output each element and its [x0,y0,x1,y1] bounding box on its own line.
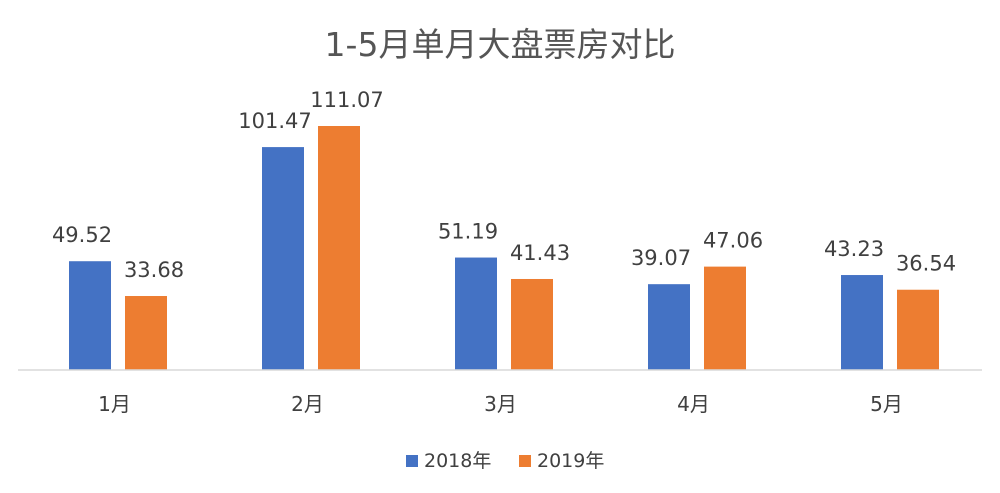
category-label: 3月 [484,392,517,416]
bar-1-2 [262,147,304,370]
data-label: 101.47 [238,109,311,133]
bar-2-1 [125,296,167,370]
category-label: 4月 [677,392,710,416]
bar-1-5 [841,275,883,370]
data-label: 47.06 [703,229,763,253]
data-label: 41.43 [510,241,570,265]
legend: 2018年 2019年 [406,450,604,472]
legend-label: 2018年 [424,450,491,472]
data-label: 49.52 [52,223,112,247]
category-label: 1月 [98,392,131,416]
data-label: 33.68 [124,258,184,282]
chart-title: 1-5月单月大盘票房对比 [325,25,676,64]
bar-2-5 [897,289,939,370]
data-label: 39.07 [631,246,691,270]
data-label: 111.07 [310,88,383,112]
bar-2-4 [704,266,746,370]
bar-2-2 [318,126,360,370]
legend-label: 2019年 [537,450,604,472]
bar-1-3 [455,257,497,370]
data-label: 36.54 [896,252,956,276]
legend-item-1: 2018年 [406,450,491,472]
data-label: 43.23 [824,237,884,261]
bar-1-1 [69,261,111,370]
category-label: 2月 [291,392,324,416]
legend-item-2: 2019年 [519,450,604,472]
legend-swatch [406,455,418,467]
bar-1-4 [648,284,690,370]
data-label: 51.19 [438,220,498,244]
category-label: 5月 [870,392,903,416]
bar-2-3 [511,278,553,370]
category-labels: 1月 2月 3月 4月 5月 [98,392,903,416]
legend-swatch [519,455,531,467]
